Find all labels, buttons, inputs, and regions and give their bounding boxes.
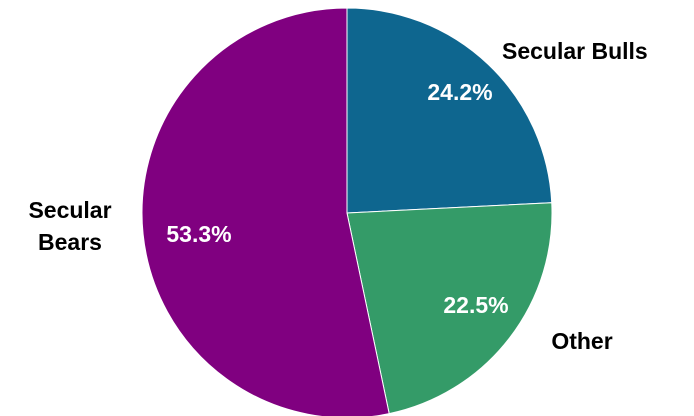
category-label-secular-bears: Secular Bears [28, 197, 111, 255]
pie-slice-other [346, 202, 553, 415]
data-label-secular-bears: 53.3% [166, 221, 231, 247]
category-label-other: Other [551, 328, 612, 354]
pie-slices [141, 7, 553, 416]
pie-slice-secular-bears [141, 7, 390, 416]
data-label-other: 22.5% [443, 292, 508, 318]
data-label-secular-bulls: 24.2% [427, 79, 492, 105]
pie-labels: 24.2% Secular Bulls 22.5% Other 53.3% Secular… [28, 38, 647, 354]
category-label-secular-bulls: Secular Bulls [502, 38, 648, 64]
pie-slice-secular-bulls [346, 7, 553, 214]
